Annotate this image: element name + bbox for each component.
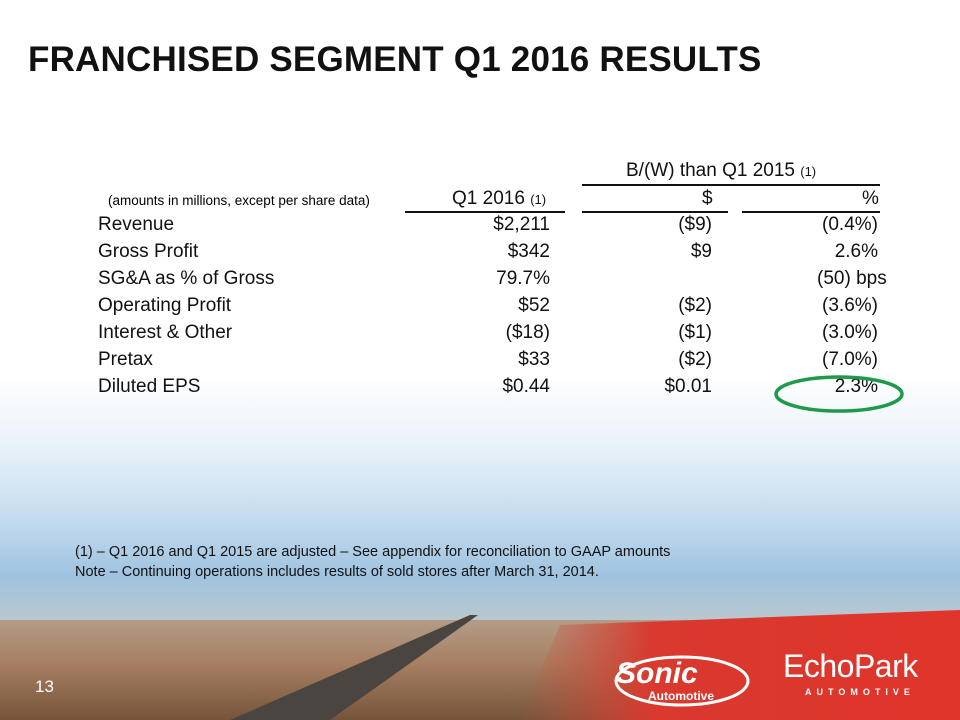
- row-dollar-change: $0.01: [664, 376, 712, 397]
- col-rule-pct: [742, 211, 880, 213]
- sonic-logo-text: Sonic: [616, 657, 698, 690]
- row-label: SG&A as % of Gross: [98, 268, 275, 289]
- row-label: Operating Profit: [98, 295, 232, 316]
- row-pct-change: (3.0%): [822, 322, 878, 343]
- row-q1-2016: $342: [507, 241, 550, 262]
- group-header: B/(W) than Q1 2015 (1): [626, 160, 816, 182]
- row-pct-change: (0.4%): [822, 214, 878, 235]
- row-pct-change: (7.0%): [822, 349, 878, 370]
- col-q1-text: Q1 2016: [452, 188, 525, 209]
- row-label: Gross Profit: [98, 241, 199, 262]
- echopark-logo-text: EchoPark: [783, 648, 918, 684]
- row-pct-change: (3.6%): [822, 295, 878, 316]
- col-header-q1-2016: Q1 2016 (1): [452, 188, 546, 210]
- row-label: Interest & Other: [98, 322, 233, 343]
- col-rule-q1: [405, 211, 565, 213]
- footnote-2: Note – Continuing operations includes re…: [75, 564, 599, 580]
- sonic-logo-sub: Automotive: [648, 689, 714, 703]
- col-rule-dollar: [582, 211, 728, 213]
- row-q1-2016: 79.7%: [496, 268, 550, 289]
- row-pct-change: 2.3%: [834, 376, 878, 397]
- row-q1-2016: $52: [518, 295, 550, 316]
- sonic-swoosh-icon: [614, 655, 750, 707]
- row-label: Pretax: [98, 349, 153, 370]
- units-note: (amounts in millions, except per share d…: [108, 193, 370, 208]
- echopark-logo: EchoPark AUTOMOTIVE: [783, 648, 918, 697]
- row-q1-2016: ($18): [505, 322, 550, 343]
- footnote-1: (1) – Q1 2016 and Q1 2015 are adjusted –…: [75, 544, 671, 560]
- group-header-text: B/(W) than Q1 2015: [626, 160, 795, 181]
- echopark-logo-sub: AUTOMOTIVE: [805, 687, 915, 697]
- row-label: Revenue: [98, 214, 175, 235]
- group-header-note: (1): [800, 164, 817, 179]
- group-rule: [582, 184, 880, 186]
- row-q1-2016: $33: [518, 349, 550, 370]
- row-dollar-change: ($2): [678, 349, 712, 370]
- col-header-dollar: $: [702, 188, 713, 209]
- sonic-automotive-logo: Sonic Automotive: [612, 655, 752, 711]
- row-pct-change: (50) bps: [817, 268, 887, 289]
- row-dollar-change: ($1): [678, 322, 712, 343]
- row-dollar-change: ($9): [678, 214, 712, 235]
- row-q1-2016: $0.44: [502, 376, 550, 397]
- row-q1-2016: $2,211: [493, 214, 550, 235]
- page-title: FRANCHISED SEGMENT Q1 2016 RESULTS: [28, 40, 762, 79]
- row-label: Diluted EPS: [98, 376, 201, 397]
- highlight-ellipse: [774, 375, 904, 413]
- col-q1-note: (1): [530, 192, 547, 207]
- row-dollar-change: ($2): [678, 295, 712, 316]
- col-header-pct: %: [862, 188, 879, 209]
- row-dollar-change: $9: [690, 241, 712, 262]
- row-pct-change: 2.6%: [834, 241, 878, 262]
- page-number: 13: [35, 677, 54, 696]
